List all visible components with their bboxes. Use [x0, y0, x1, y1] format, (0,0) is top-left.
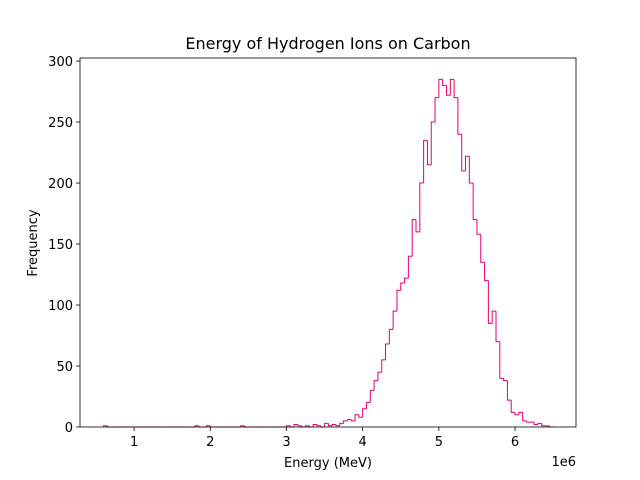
x-tick-label: 6 [511, 435, 519, 450]
histogram-step [533, 422, 538, 426]
histogram-step [407, 255, 413, 279]
histogram-step [491, 310, 496, 324]
histogram-step [537, 422, 542, 425]
histogram-step [411, 219, 416, 257]
histogram-step [324, 422, 329, 427]
histogram-step [373, 380, 378, 391]
histogram-step [369, 389, 375, 403]
histogram-step [316, 424, 321, 427]
x-tick-label: 5 [435, 435, 443, 450]
x-tick-label: 2 [206, 435, 214, 450]
chart-title: Energy of Hydrogen Ions on Carbon [185, 34, 470, 53]
histogram-step [335, 424, 340, 427]
y-tick-label: 0 [65, 421, 73, 436]
histogram-step [362, 408, 367, 418]
histogram-step [354, 414, 359, 421]
y-tick-label: 150 [48, 238, 73, 253]
histogram-step [327, 423, 333, 427]
histogram-step [423, 139, 428, 184]
histogram-step [468, 156, 474, 184]
x-tick-label: 3 [282, 435, 290, 450]
offset-label: 1e6 [551, 455, 576, 470]
histogram-step [331, 424, 336, 426]
histogram-step [465, 155, 470, 171]
histogram-step [506, 380, 512, 401]
histogram-step [430, 121, 436, 165]
histogram-step [484, 262, 489, 282]
histogram-step [449, 78, 455, 96]
histogram-step [503, 378, 508, 382]
histogram-step [240, 425, 245, 427]
histogram-step [453, 79, 458, 99]
histogram-step [426, 140, 432, 166]
histogram-step [365, 402, 371, 409]
histogram-step [434, 97, 439, 123]
histogram-step [404, 277, 409, 284]
plot-frame [79, 57, 577, 428]
histogram-step [297, 424, 302, 427]
histogram-step [350, 419, 356, 422]
histogram-step [358, 414, 363, 418]
y-tick-label: 250 [48, 116, 73, 131]
histogram-step [495, 311, 500, 343]
x-tick-label: 4 [359, 435, 367, 450]
y-tick-label: 300 [48, 55, 73, 70]
histogram-step [312, 424, 317, 427]
histogram-step [388, 328, 394, 345]
histogram-step [305, 425, 310, 427]
histogram-step [522, 412, 527, 422]
y-tick-label: 100 [48, 299, 73, 314]
histogram-step [518, 411, 523, 415]
y-tick-label: 50 [56, 360, 73, 375]
histogram-step [457, 97, 462, 135]
histogram-step [438, 78, 443, 98]
y-axis-label: Frequency [26, 209, 41, 276]
histogram-step [442, 79, 447, 86]
histogram-step [472, 183, 477, 221]
histogram-step [400, 282, 405, 291]
histogram-step [525, 420, 531, 423]
histogram-step [415, 219, 420, 233]
histogram-step [480, 234, 485, 263]
histogram-step [385, 343, 390, 360]
histogram-step [476, 219, 481, 235]
x-tick-label: 1 [130, 435, 138, 450]
histogram-step [205, 425, 211, 427]
histogram-step [445, 85, 451, 96]
histogram-step [510, 400, 516, 413]
histogram-step [499, 341, 504, 379]
histogram-step [419, 182, 424, 232]
histogram-step [514, 412, 519, 416]
histogram-step [343, 420, 348, 424]
histogram-step [103, 425, 108, 427]
histogram-step [377, 371, 382, 381]
histogram-step [461, 134, 466, 172]
histogram-step [346, 419, 352, 421]
histogram-step [339, 422, 344, 426]
histogram-step [392, 310, 397, 330]
histogram-step [541, 423, 546, 427]
histogram-step [396, 289, 401, 312]
histogram-step [381, 359, 386, 373]
histogram-step [487, 280, 493, 324]
y-tick-label: 200 [48, 177, 73, 192]
x-axis-label: Energy (MeV) [284, 456, 372, 471]
histogram-step [285, 425, 291, 427]
histogram-step [293, 424, 298, 427]
histogram-step [194, 425, 199, 427]
